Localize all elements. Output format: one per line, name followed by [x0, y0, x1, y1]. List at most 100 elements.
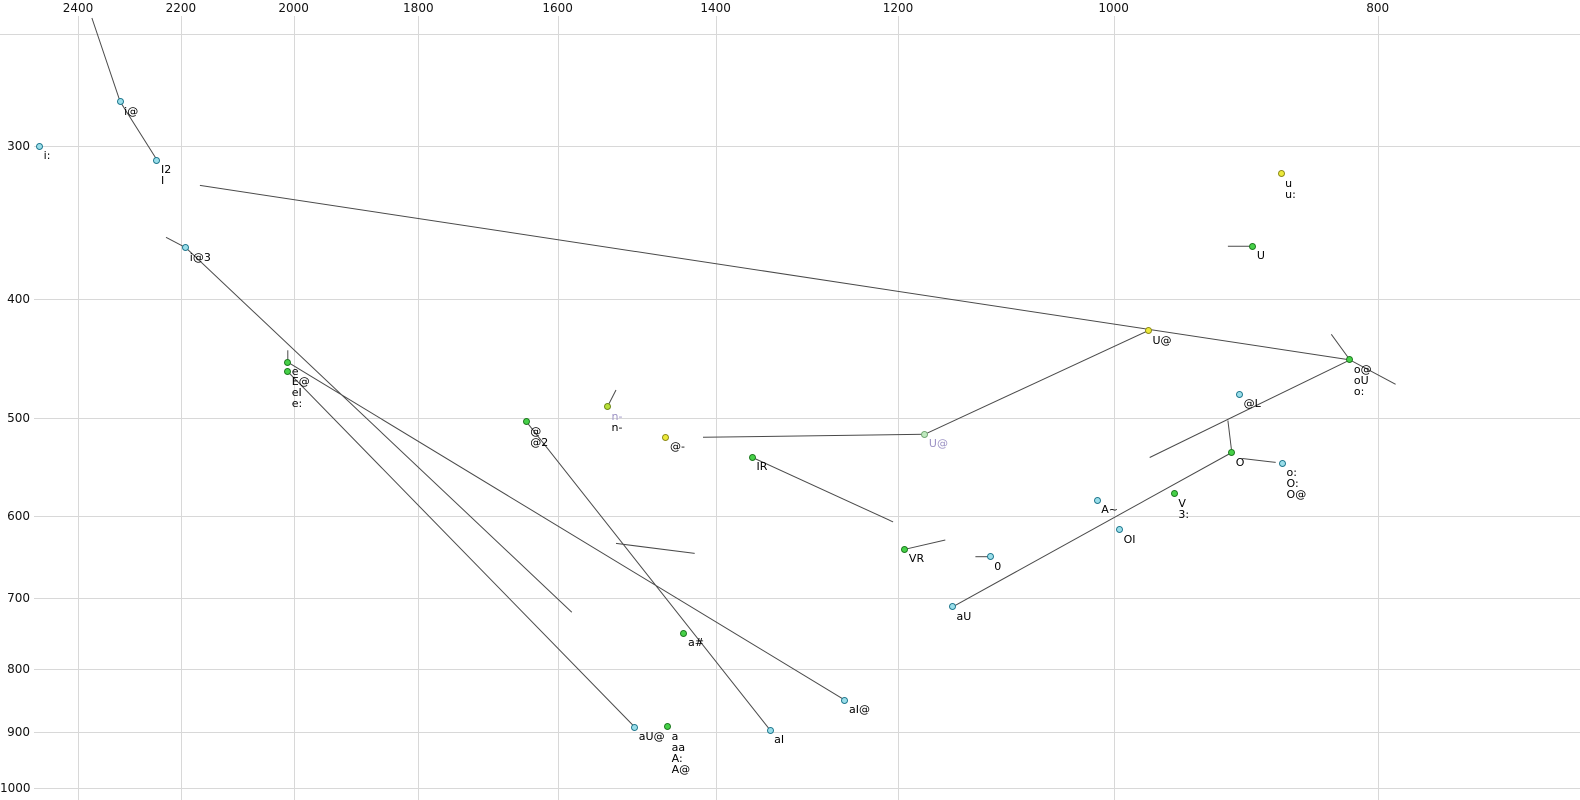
point-label-@: @2 — [530, 435, 549, 449]
point-dot-@- — [662, 433, 670, 441]
point-label-a: aa — [671, 740, 686, 754]
point-label-a: a — [671, 729, 679, 743]
y-tick-label: 1000 — [0, 781, 31, 796]
gridline-vertical — [715, 16, 717, 800]
point-dot-aU — [948, 603, 956, 611]
gridline-vertical — [898, 16, 899, 800]
x-tick-label: 2000 — [278, 1, 309, 15]
point-label-i@: i@ — [124, 104, 139, 118]
point-dot-V — [1170, 490, 1178, 498]
point-label-VR: VR — [908, 552, 925, 566]
point-dot-OI — [1116, 526, 1124, 534]
point-label-o:: o: — [1286, 466, 1297, 480]
point-label-0: 0 — [994, 559, 1002, 573]
point-label-A~: A~ — [1101, 503, 1118, 517]
y-tick-label: 700 — [7, 590, 30, 605]
point-dot-o: — [1279, 459, 1287, 467]
point-label-E@: eI — [291, 385, 302, 399]
point-dot-i: — [36, 142, 44, 150]
point-label-i:: i: — [43, 149, 51, 162]
point-label-aI@: aI@ — [848, 703, 870, 717]
gridline-horizontal — [34, 788, 1580, 790]
point-dot-U@ — [1145, 327, 1152, 334]
point-dot-O — [1228, 449, 1236, 457]
point-dot-aI — [766, 726, 774, 734]
point-label-OI: OI — [1123, 532, 1136, 546]
point-label-@: @ — [530, 424, 542, 438]
gridline-vertical — [78, 16, 79, 800]
y-tick-label: 600 — [7, 508, 30, 523]
point-label-V: V — [1178, 496, 1186, 510]
gridline-horizontal — [34, 299, 1580, 301]
gridline-vertical — [418, 16, 420, 800]
point-dot-n- — [604, 403, 611, 411]
point-label-aU@: aU@ — [638, 730, 665, 744]
x-tick-label: 2400 — [62, 1, 94, 15]
y-tick-label: 300 — [7, 139, 30, 153]
point-label-@L: @L — [1243, 397, 1261, 411]
gridline-vertical — [1377, 16, 1379, 800]
point-dot-e — [284, 358, 292, 366]
trajectory-line — [199, 184, 1350, 361]
point-dot-i@3 — [182, 244, 190, 252]
point-dot-@ — [522, 418, 530, 426]
point-label-n-: n- — [611, 409, 623, 423]
point-dot-IR — [749, 453, 757, 461]
point-label-I2: I — [160, 174, 165, 188]
point-label-a: A@ — [671, 762, 691, 776]
point-dot-E@ — [284, 368, 292, 376]
trajectory-line — [924, 330, 1149, 435]
point-dot-0 — [986, 553, 994, 561]
point-label-i@3: i@3 — [189, 250, 211, 264]
trajectory-line — [91, 17, 158, 161]
trajectory-line — [525, 421, 771, 731]
trajectory-line — [1227, 420, 1233, 453]
trajectory-line — [752, 457, 894, 523]
point-label-aU: aU — [956, 609, 972, 623]
trajectory-line — [1149, 359, 1351, 458]
x-tick-label: 1400 — [700, 1, 731, 15]
point-label-I2: I2 — [160, 163, 172, 177]
y-tick-label: 800 — [7, 662, 30, 677]
point-dot-I2 — [153, 156, 161, 164]
point-dot-U — [1249, 242, 1257, 250]
y-tick-label: 500 — [7, 411, 30, 426]
gridline-horizontal — [34, 515, 1580, 517]
gridline-vertical — [293, 16, 295, 800]
gridline-horizontal — [34, 418, 1580, 420]
gridline-vertical — [1113, 16, 1115, 800]
point-dot-aU@ — [631, 723, 639, 731]
x-tick-label: 1000 — [1098, 1, 1129, 15]
x-tick-label: 800 — [1366, 1, 1390, 15]
point-dot-U@-onset — [921, 430, 929, 438]
point-label-o:: O: — [1286, 477, 1299, 491]
trajectory-line — [702, 433, 925, 438]
gridline-horizontal — [34, 597, 1580, 599]
x-tick-label: 1800 — [403, 1, 434, 15]
point-dot-a# — [680, 629, 688, 637]
trajectory-line — [904, 539, 946, 550]
point-label-E@: e: — [291, 396, 303, 410]
point-label-U: U — [1256, 249, 1265, 263]
point-label-u:: u: — [1285, 187, 1296, 201]
trajectory-line — [952, 452, 1233, 608]
point-label-o:: O@ — [1286, 488, 1307, 502]
trajectory-line — [1242, 458, 1276, 463]
point-label-a: A: — [671, 751, 683, 765]
x-tick-label: 1600 — [542, 1, 573, 15]
y-tick-label: 900 — [7, 724, 30, 739]
point-label-V: 3: — [1178, 507, 1190, 521]
point-label-U@-onset: U@ — [928, 437, 948, 451]
point-label-@-: @- — [669, 440, 685, 454]
trajectory-line — [615, 542, 695, 554]
point-label-O: O — [1235, 455, 1245, 469]
point-label-e: e — [291, 365, 299, 379]
trajectory-line — [185, 247, 573, 613]
y-tick-label: 400 — [7, 292, 30, 307]
point-dot-i@ — [116, 98, 124, 106]
point-label-a#: a# — [687, 636, 704, 650]
point-dot-a — [664, 723, 672, 731]
point-dot-aI@ — [841, 696, 849, 704]
gridline-vertical — [180, 16, 182, 800]
